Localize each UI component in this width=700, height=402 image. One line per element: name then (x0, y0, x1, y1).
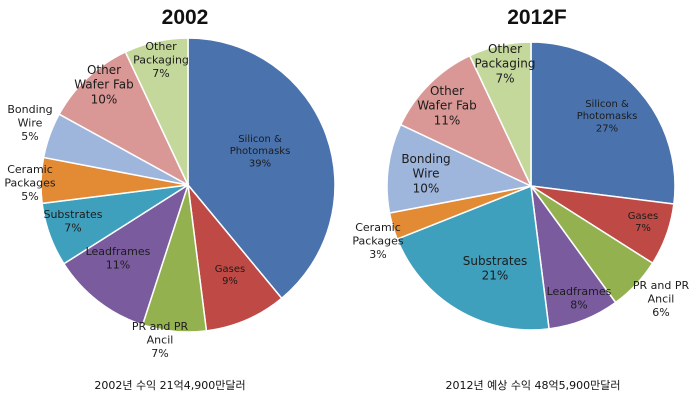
chart-caption: 2002년 수익 21억4,900만달러 (94, 379, 245, 392)
slice-label: Bonding Wire 10% (401, 152, 450, 195)
pie-slice-other-wafer-fab (58, 50, 190, 187)
slice-label: Bonding Wire 5% (7, 103, 52, 143)
slice-label: Other Wafer Fab 11% (417, 84, 477, 127)
pie-slice-other-packaging (468, 41, 532, 187)
slice-label: PR and PR Ancil 7% (132, 320, 189, 360)
slice-label: Substrates 21% (463, 254, 527, 283)
pie-slices (386, 41, 676, 331)
pie-slice-silicon-photomasks (530, 41, 676, 205)
pie-slice-leadframes (62, 183, 190, 326)
slice-label: Gases 9% (215, 264, 245, 287)
chart-title: 2002 (162, 6, 209, 29)
slice-label: Ceramic Packages 3% (352, 221, 404, 261)
pie-slices (40, 37, 336, 333)
slice-label: Gases 7% (628, 211, 658, 234)
pie-slice-other-wafer-fab (399, 54, 533, 188)
chart-title: 2012F (507, 6, 567, 29)
pie-slice-substrates (396, 184, 550, 331)
pie-labels: Silicon & Photomasks 27% Gases 7% PR and PR An… (352, 42, 689, 319)
slice-label: PR and PR Ancil 6% (633, 279, 690, 319)
pie-labels: Silicon & Photomasks 39% Gases 9% PR and PR An… (4, 40, 290, 360)
chart-caption: 2012년 예상 수익 48억5,900만달러 (445, 379, 620, 392)
pie-slice-silicon-photomasks (187, 37, 336, 300)
slice-label: Ceramic Packages 5% (4, 163, 56, 203)
slice-label: Other Wafer Fab 10% (74, 63, 134, 106)
pie-slice-bonding-wire (386, 123, 534, 214)
pie-chart-2012f: 2012F Silicon & Photomasks 27% Gases 7% PR an… (352, 6, 689, 392)
slice-label: Silicon & Photomasks 39% (230, 134, 291, 169)
pie-chart-2002: 2002 Silicon & Photomasks 39% Gases 9% PR and… (4, 6, 336, 392)
slice-label: Substrates 7% (43, 208, 102, 234)
slice-label: Leadframes 11% (86, 245, 151, 271)
slice-label: Other Packaging 7% (475, 42, 536, 85)
slice-label: Leadframes 8% (547, 285, 612, 311)
pie-slice-gases (186, 182, 283, 332)
slice-label: Silicon & Photomasks 27% (577, 99, 638, 134)
pie-slice-other-packaging (124, 37, 189, 186)
slice-label: Other Packaging 7% (133, 40, 189, 80)
